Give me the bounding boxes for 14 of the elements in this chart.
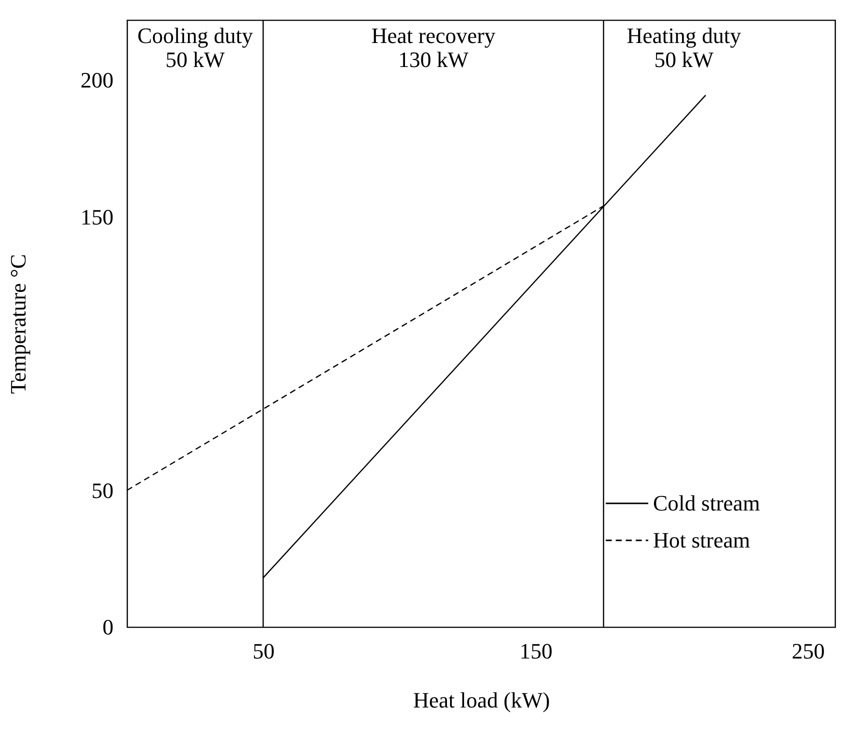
legend-label: Hot stream <box>653 527 750 552</box>
x-tick-label: 250 <box>792 638 825 664</box>
y-axis-title: Temperature °C <box>6 254 30 394</box>
legend-label: Cold stream <box>653 490 760 516</box>
x-tick-label: 150 <box>519 638 552 664</box>
annotation: Heat recovery 130 kW <box>371 23 496 72</box>
x-axis-title: Heat load (kW) <box>413 688 550 712</box>
annotation: Cooling duty 50 kW <box>137 23 253 72</box>
annotation: Heating duty 50 kW <box>626 23 741 72</box>
x-tick-label: 50 <box>252 638 275 664</box>
y-tick-label: 150 <box>80 204 114 230</box>
y-tick-label: 50 <box>92 478 114 503</box>
y-tick-label: 0 <box>102 614 114 640</box>
y-tick-label: 200 <box>80 68 114 93</box>
